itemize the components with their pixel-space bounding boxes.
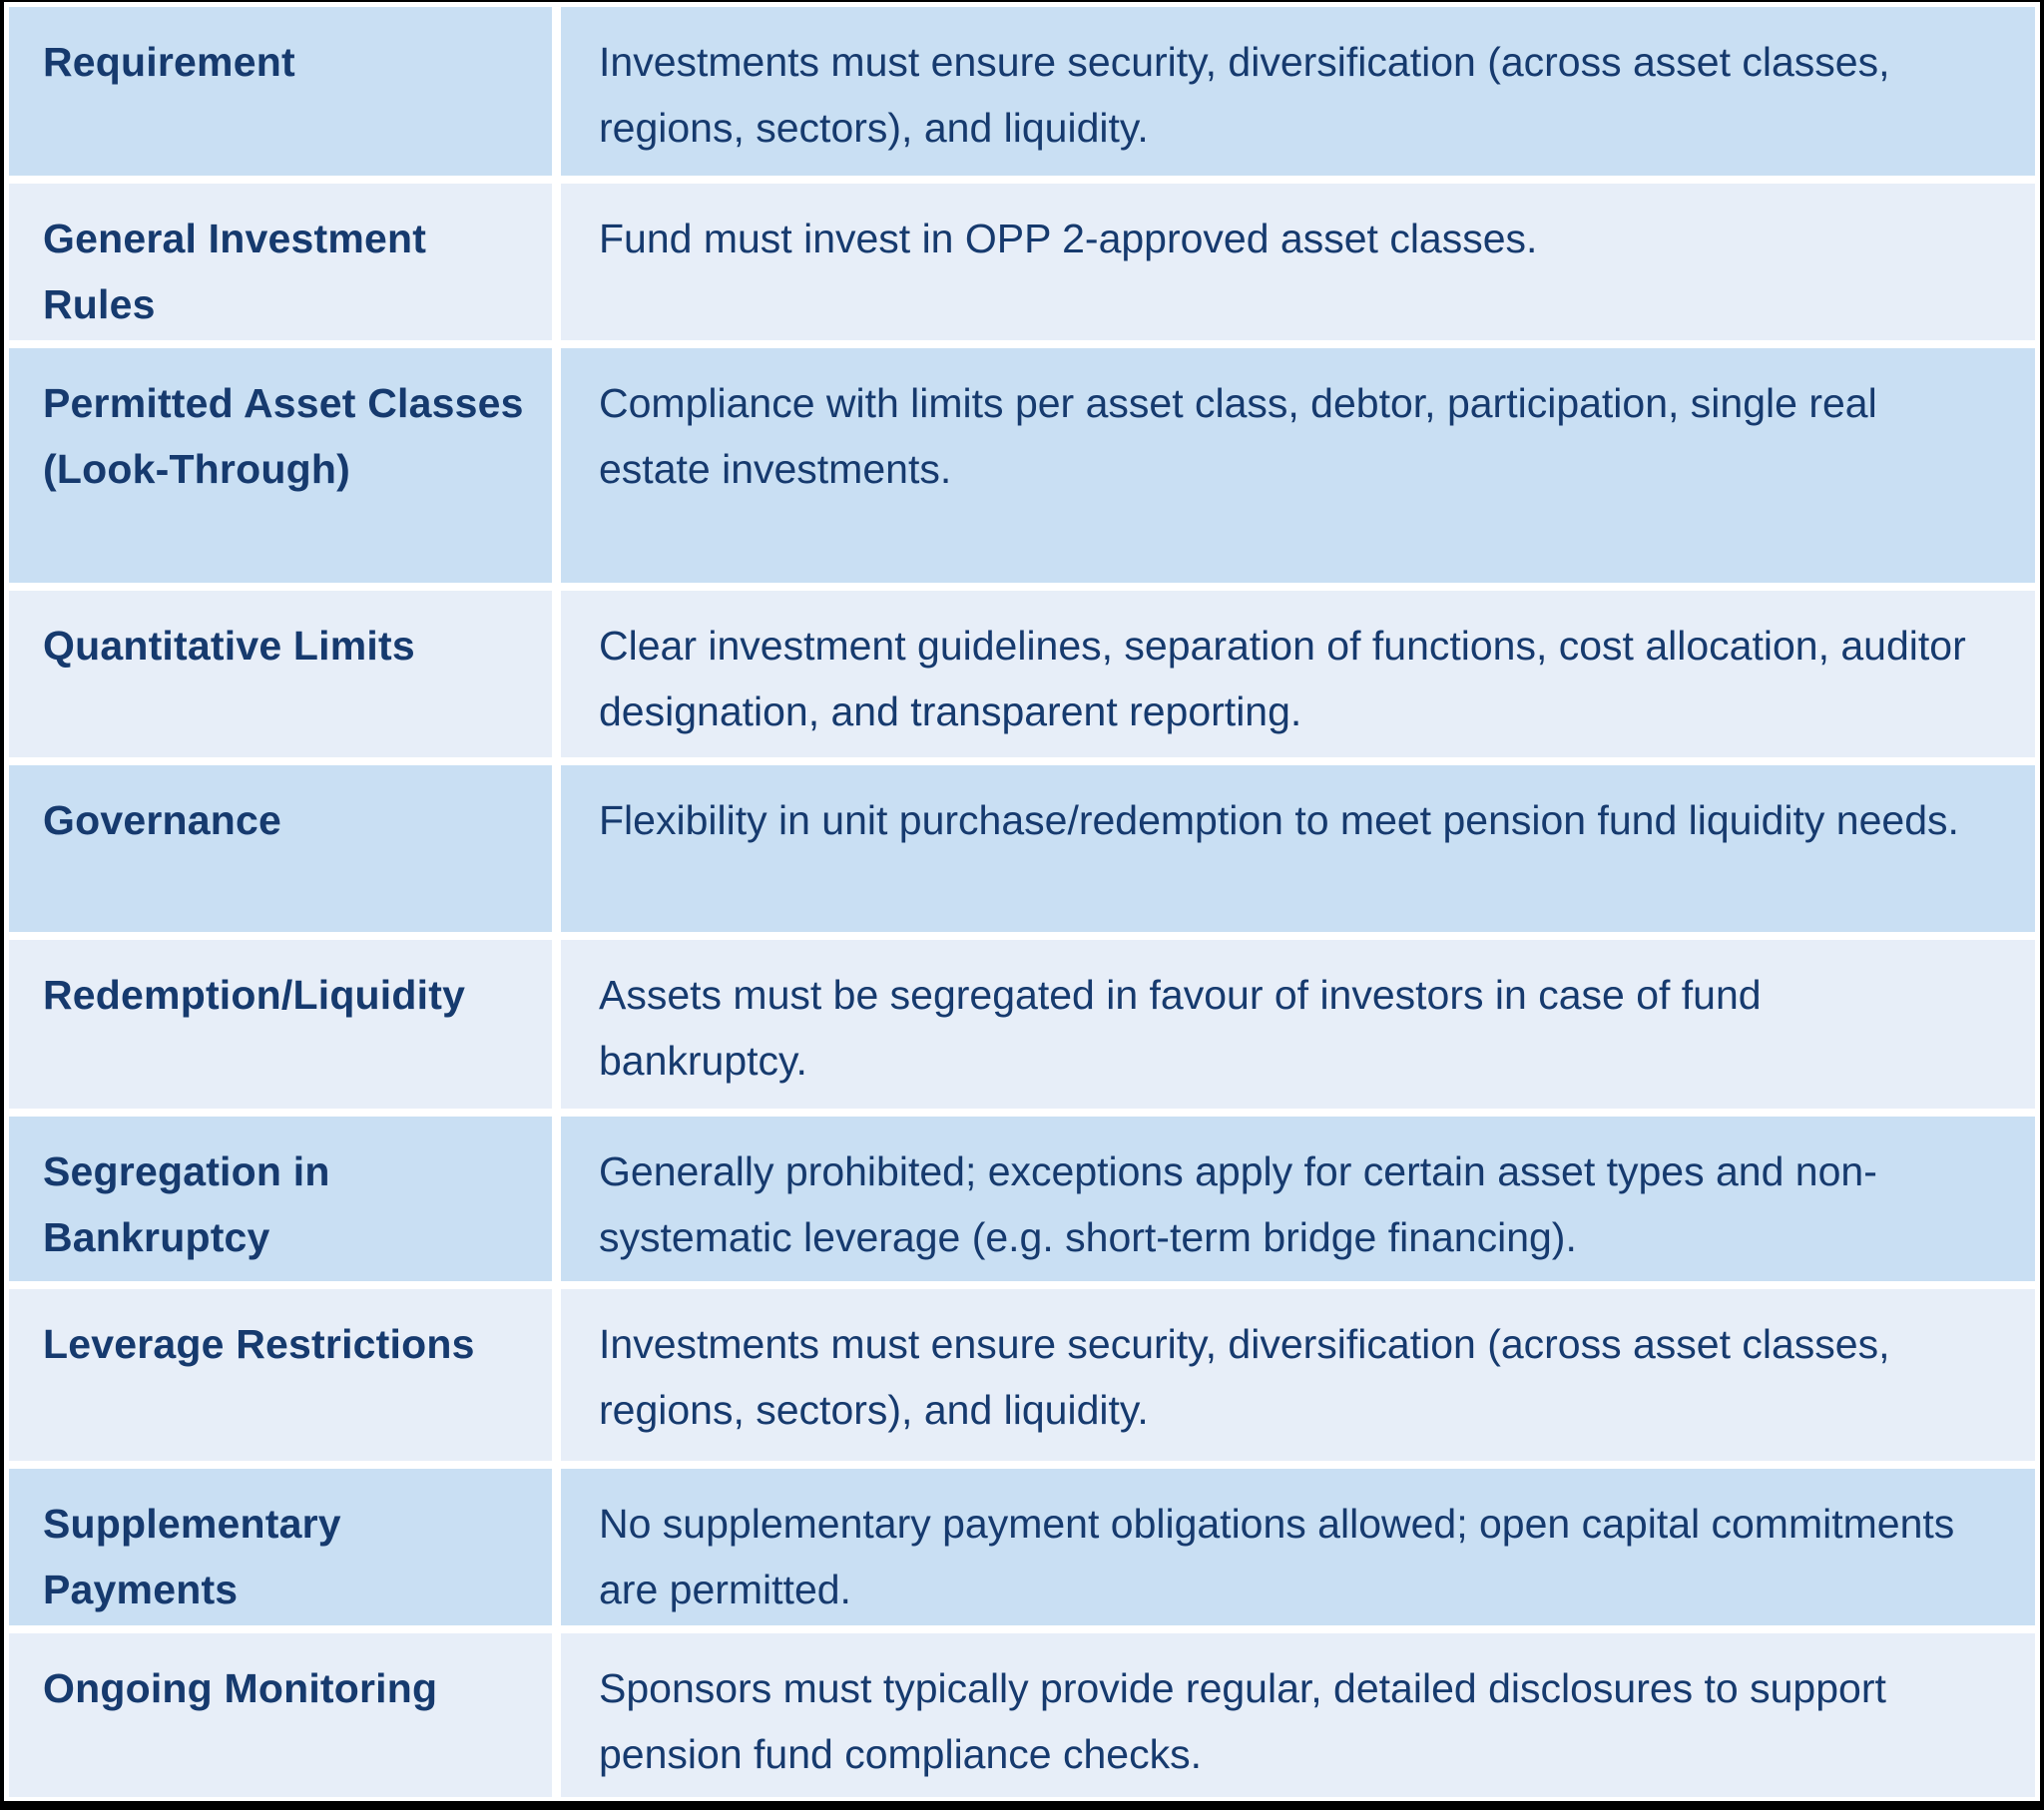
row-description: Assets must be segregated in favour of i…: [561, 940, 2035, 1109]
row-label: Requirement: [9, 7, 552, 176]
row-label: General Investment Rules: [9, 184, 552, 340]
row-description: Sponsors must typically provide regular,…: [561, 1633, 2035, 1797]
row-label: Permitted Asset Classes (Look-Through): [9, 348, 552, 583]
row-label: Quantitative Limits: [9, 591, 552, 757]
row-label: Ongoing Monitoring: [9, 1633, 552, 1797]
row-description: Investments must ensure security, divers…: [561, 7, 2035, 176]
requirements-table: Requirement Investments must ensure secu…: [4, 2, 2040, 1801]
row-description: Compliance with limits per asset class, …: [561, 348, 2035, 583]
row-description: No supplementary payment obligations all…: [561, 1469, 2035, 1625]
row-label: Segregation in Bankruptcy: [9, 1117, 552, 1281]
row-label: Redemption/Liquidity: [9, 940, 552, 1109]
row-description: Investments must ensure security, divers…: [561, 1289, 2035, 1461]
row-description: Clear investment guidelines, separation …: [561, 591, 2035, 757]
row-description: Generally prohibited; exceptions apply f…: [561, 1117, 2035, 1281]
row-description: Flexibility in unit purchase/redemption …: [561, 765, 2035, 932]
row-label: Leverage Restrictions: [9, 1289, 552, 1461]
row-description: Fund must invest in OPP 2-approved asset…: [561, 184, 2035, 340]
row-label: Supplementary Payments: [9, 1469, 552, 1625]
row-label: Governance: [9, 765, 552, 932]
